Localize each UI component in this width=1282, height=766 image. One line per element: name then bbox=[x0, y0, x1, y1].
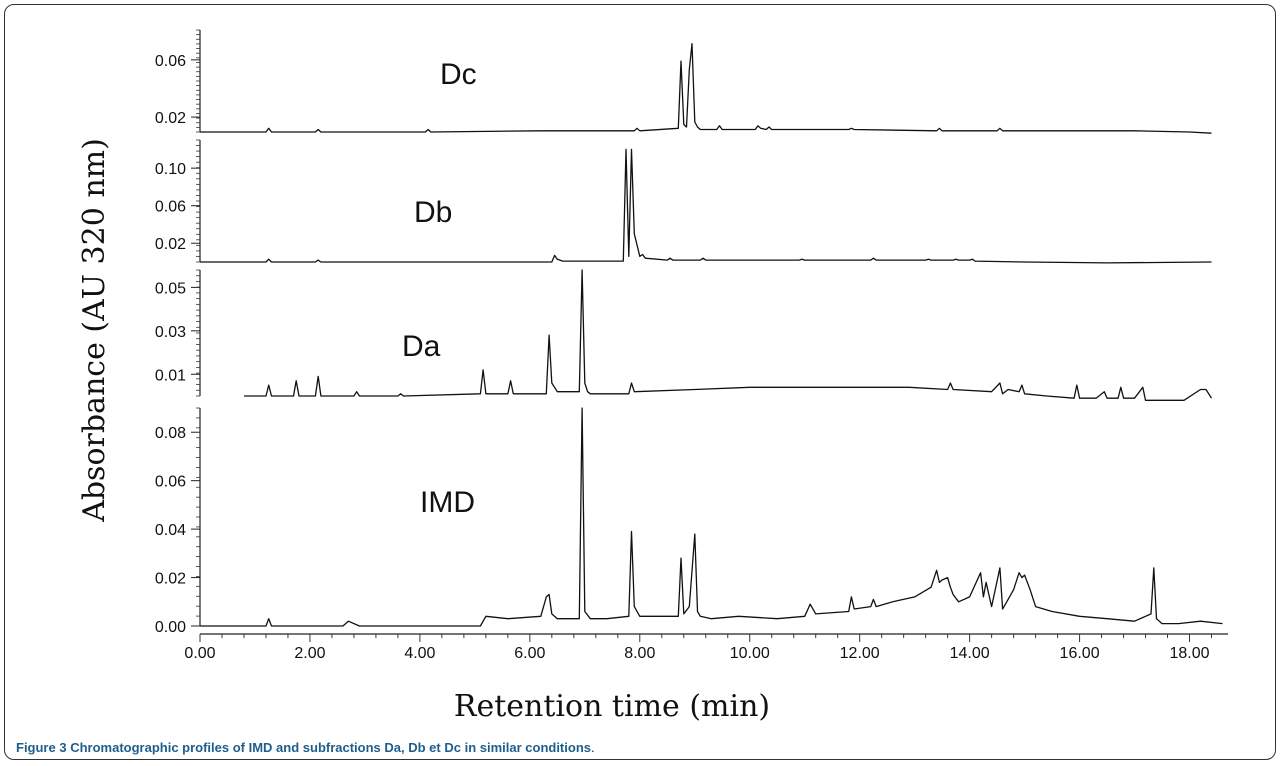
x-tick-label: 6.00 bbox=[514, 645, 545, 662]
x-axis: 0.00 2.00 4.00 6.00 8.00 10.00 12.00 14.00 16.00… bbox=[184, 633, 1228, 662]
y-tick-label: 0.08 bbox=[155, 425, 186, 442]
y-tick-label: 0.02 bbox=[155, 110, 186, 127]
y-tick-label: 0.10 bbox=[155, 161, 186, 178]
y-tick-label: 0.02 bbox=[155, 571, 186, 588]
x-tick-label: 2.00 bbox=[294, 645, 325, 662]
trace-da bbox=[244, 269, 1213, 401]
y-axis-label: Absorbance (AU 320 nm) bbox=[77, 138, 112, 523]
x-tick-label: 18.00 bbox=[1169, 645, 1209, 662]
trace-imd bbox=[200, 407, 1223, 627]
panel-da: 0.01 0.03 0.05 Da bbox=[155, 269, 1213, 401]
chromatogram-chart: 0.020.06 Dc0.020.060.10Db0.010.030.05Da0.… bbox=[77, 29, 1228, 724]
trace-dc bbox=[200, 43, 1212, 134]
caption-label: Figure 3 bbox=[16, 740, 67, 755]
panel-db: 0.02 0.06 0.10 Db bbox=[155, 139, 1212, 264]
y-tick-label: 0.01 bbox=[155, 367, 186, 384]
y-tick-label: 0.02 bbox=[155, 236, 186, 253]
series-label-db: Db bbox=[414, 196, 452, 229]
x-tick-label: 10.00 bbox=[730, 645, 770, 662]
y-tick-label: 0.06 bbox=[155, 53, 186, 70]
y-tick-label: 0.06 bbox=[155, 199, 186, 216]
x-tick-label: 0.00 bbox=[184, 645, 215, 662]
series-label-dc: Dc bbox=[440, 58, 477, 91]
x-tick-label: 14.00 bbox=[950, 645, 990, 662]
x-tick-label: 12.00 bbox=[840, 645, 880, 662]
panel-imd: 0.00 0.02 0.04 0.06 0.08 IMD bbox=[155, 407, 1223, 636]
x-tick-label: 16.00 bbox=[1060, 645, 1100, 662]
y-tick-label: 0.05 bbox=[155, 280, 186, 297]
caption-text: Chromatographic profiles of IMD and subf… bbox=[70, 740, 591, 755]
series-label-imd: IMD bbox=[420, 486, 475, 519]
x-tick-label: 8.00 bbox=[624, 645, 655, 662]
y-tick-label: 0.04 bbox=[155, 522, 186, 539]
y-tick-label: 0.00 bbox=[155, 619, 186, 636]
x-tick-label: 4.00 bbox=[404, 645, 435, 662]
series-label-da: Da bbox=[402, 330, 441, 363]
trace-db bbox=[200, 148, 1212, 264]
caption-end: . bbox=[590, 740, 595, 755]
figure-caption: Figure 3 Chromatographic profiles of IMD… bbox=[16, 740, 595, 755]
panel-dc: 0.02 0.06 Dc bbox=[155, 29, 1212, 134]
figure-frame bbox=[4, 4, 1276, 760]
x-axis-label: Retention time (min) bbox=[454, 689, 770, 724]
y-tick-label: 0.06 bbox=[155, 474, 186, 491]
y-tick-label: 0.03 bbox=[155, 324, 186, 341]
